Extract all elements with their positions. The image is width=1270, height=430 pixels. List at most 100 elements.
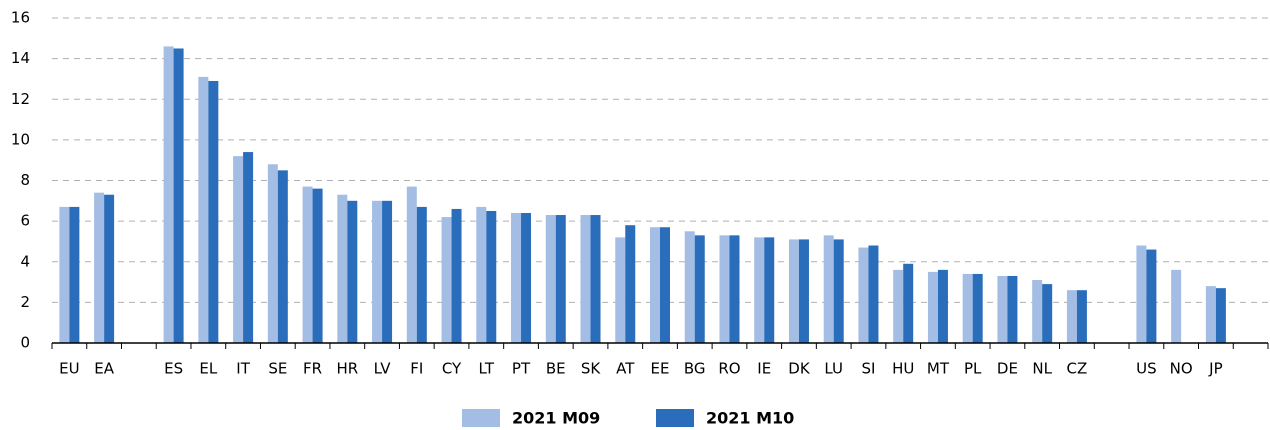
y-tick-label: 14 (11, 49, 30, 67)
bar (660, 227, 670, 343)
bar (243, 152, 254, 343)
bar (416, 206, 427, 343)
y-tick-label: 6 (20, 212, 30, 230)
bar (277, 170, 288, 343)
bar (337, 194, 348, 343)
bar (590, 215, 601, 343)
legend-swatch (656, 409, 694, 427)
x-tick-label: ES (164, 360, 183, 378)
bar (719, 235, 730, 343)
legend-label: 2021 M09 (512, 409, 600, 428)
bar (798, 239, 809, 343)
bar (69, 206, 80, 343)
bar (1136, 245, 1147, 343)
bar (441, 217, 452, 343)
y-tick-label: 0 (20, 334, 30, 352)
bar (173, 48, 184, 343)
bar (198, 76, 209, 343)
x-tick-label: BG (684, 360, 706, 378)
x-tick-label: DE (997, 360, 1018, 378)
bar (382, 200, 393, 343)
bar (545, 215, 556, 343)
x-tick-label: EA (94, 360, 114, 378)
bar (94, 192, 105, 343)
y-tick-label: 8 (20, 171, 30, 189)
bar (208, 80, 219, 343)
bar (476, 206, 487, 343)
x-tick-label: CZ (1067, 360, 1088, 378)
bar (1146, 249, 1157, 343)
y-tick-label: 12 (11, 90, 30, 108)
x-tick-label: FI (410, 360, 423, 378)
bar (997, 275, 1008, 343)
bar (625, 225, 636, 343)
bar (312, 188, 323, 343)
bar (1066, 290, 1077, 343)
bar (406, 186, 417, 343)
x-tick-label: HR (336, 360, 358, 378)
bar (868, 245, 879, 343)
bar (788, 239, 799, 343)
x-tick-label: HU (892, 360, 914, 378)
x-tick-label: MT (927, 360, 950, 378)
legend-label: 2021 M10 (706, 409, 794, 428)
bar (347, 200, 358, 343)
bar (267, 164, 278, 343)
x-tick-label: AT (616, 360, 635, 378)
x-tick-label: EL (199, 360, 217, 378)
bar (104, 194, 115, 343)
x-tick-label: EE (651, 360, 670, 378)
bar (580, 215, 591, 343)
bar (729, 235, 740, 343)
bar (1007, 275, 1018, 343)
bar (302, 186, 313, 343)
x-tick-label: EU (59, 360, 79, 378)
x-tick-label: NO (1170, 360, 1193, 378)
bar (486, 210, 497, 343)
bar (927, 271, 938, 343)
x-tick-label: FR (303, 360, 322, 378)
bar (684, 231, 695, 343)
bar (903, 263, 914, 343)
bar (615, 237, 626, 343)
bar (650, 227, 660, 343)
bar (163, 46, 174, 343)
bar (937, 269, 948, 343)
x-tick-label: SI (861, 360, 875, 378)
x-tick-label: US (1136, 360, 1157, 378)
x-tick-label: CY (442, 360, 462, 378)
x-tick-label: SE (268, 360, 287, 378)
bar (451, 208, 462, 343)
bar (59, 206, 70, 343)
bar (1042, 284, 1053, 343)
bar (233, 156, 244, 343)
x-tick-label: PT (512, 360, 531, 378)
bar (1171, 269, 1182, 343)
bar (694, 235, 705, 343)
x-tick-label: BE (546, 360, 566, 378)
x-tick-label: IT (236, 360, 250, 378)
x-tick-label: LV (374, 360, 392, 378)
bar (511, 213, 522, 343)
y-tick-label: 10 (11, 130, 30, 148)
y-tick-label: 4 (20, 252, 30, 270)
bar (754, 237, 765, 343)
x-tick-label: JP (1208, 360, 1222, 378)
x-tick-label: IE (757, 360, 771, 378)
x-tick-label: NL (1032, 360, 1052, 378)
y-tick-label: 16 (11, 9, 30, 27)
bar (1215, 288, 1226, 343)
bar (858, 247, 869, 343)
bar (555, 215, 566, 343)
legend-swatch (462, 409, 500, 427)
x-tick-label: LT (479, 360, 495, 378)
x-tick-label: RO (718, 360, 740, 378)
bar (962, 273, 973, 343)
x-tick-label: PL (964, 360, 982, 378)
x-tick-label: LU (824, 360, 843, 378)
bar (972, 273, 983, 343)
bar (764, 237, 775, 343)
bar (372, 200, 383, 343)
y-tick-label: 2 (20, 293, 30, 311)
bar (1032, 280, 1043, 343)
